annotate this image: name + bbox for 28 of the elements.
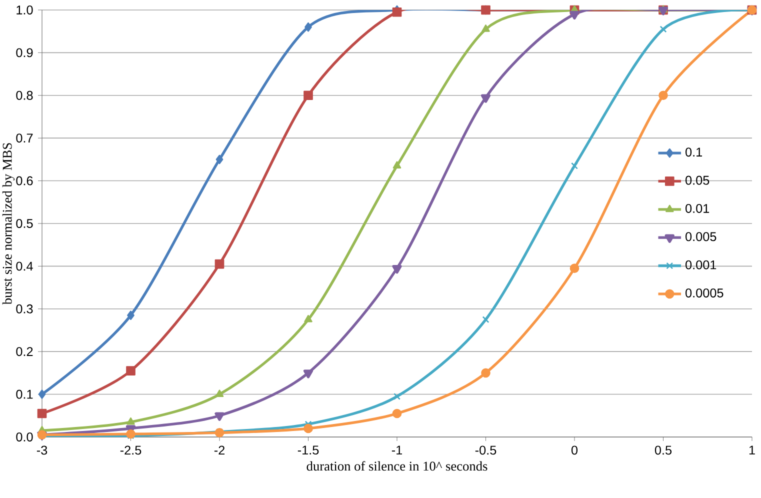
x-tick-label: -1.5	[298, 446, 319, 455]
y-axis-title: burst size normalized by MBS	[2, 143, 15, 305]
legend-label: 0.0005	[686, 288, 724, 298]
legend-label: 0.01	[686, 204, 710, 213]
legend-label: 0.001	[686, 260, 716, 270]
x-tick-label: -2.5	[120, 446, 142, 455]
y-tick-label: 0.4	[16, 262, 33, 271]
legend-label: 0.1	[686, 148, 702, 157]
y-tick-label: 0.9	[16, 48, 33, 58]
x-tick-label: 1	[749, 446, 755, 454]
x-tick-label: -1	[392, 446, 402, 454]
x-tick-label: 0.5	[654, 446, 672, 455]
x-tick-label: -3	[36, 446, 48, 455]
y-tick-label: 0.6	[16, 176, 33, 186]
y-tick-label: 1.0	[16, 6, 33, 14]
x-tick-label: 0	[571, 446, 578, 455]
legend-label: 0.005	[686, 232, 716, 242]
y-tick-label: 0.8	[16, 90, 33, 100]
x-axis-title: duration of silence in 10^ seconds	[306, 461, 488, 471]
y-tick-label: 0.3	[16, 304, 33, 314]
y-tick-label: 0.1	[16, 390, 33, 399]
y-tick-label: 0.0	[16, 432, 33, 442]
x-tick-label: -0.5	[475, 446, 496, 455]
legend-label: 0.05	[686, 176, 710, 185]
y-tick-label: 0.5	[16, 219, 33, 228]
y-tick-label: 0.7	[16, 134, 33, 143]
x-tick-label: -2	[214, 446, 225, 455]
y-tick-label: 0.2	[16, 347, 33, 356]
